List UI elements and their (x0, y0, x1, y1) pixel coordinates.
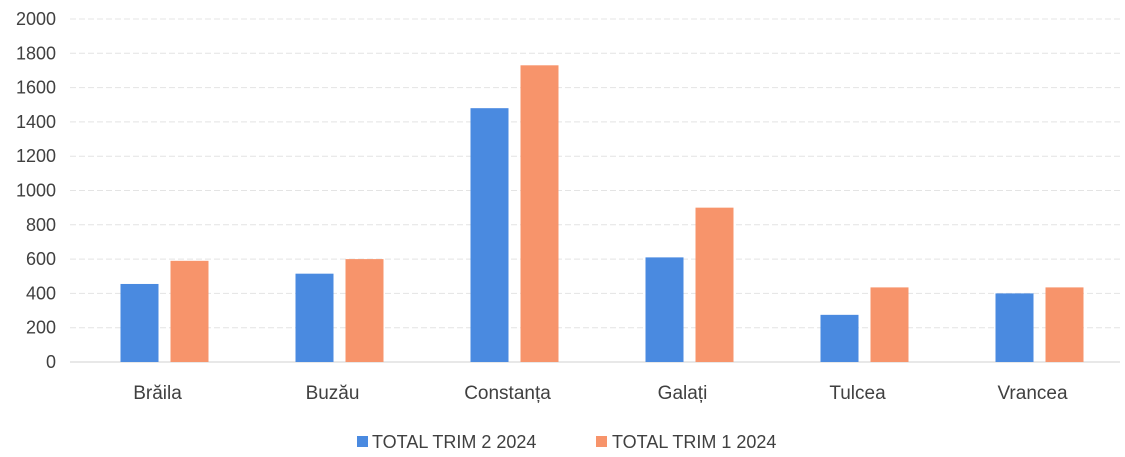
x-category-label: Tulcea (829, 383, 886, 404)
x-category-label: Brăila (133, 383, 182, 404)
bar-trim2-0 (120, 283, 159, 362)
legend: TOTAL TRIM 2 2024 TOTAL TRIM 1 2024 (357, 432, 776, 452)
legend-swatch (596, 436, 607, 447)
bar-trim2-3 (645, 257, 684, 362)
legend-label: TOTAL TRIM 2 2024 (372, 432, 536, 452)
y-axis-tick-labels: 0 200 400 600 800 1000 1200 1400 1600 1800 2000 (16, 9, 56, 372)
bar-trim2-2 (470, 108, 509, 363)
bar-trim1-4 (870, 287, 909, 362)
bar-trim2-5 (995, 293, 1034, 362)
y-tick-label: 0 (46, 352, 56, 372)
x-category-label: Buzău (306, 383, 360, 404)
y-tick-label: 800 (26, 215, 56, 235)
y-tick-label: 1400 (16, 112, 56, 132)
legend-item-trim2: TOTAL TRIM 2 2024 (357, 432, 536, 452)
legend-label: TOTAL TRIM 1 2024 (612, 432, 776, 452)
y-tick-label: 2000 (16, 9, 56, 29)
y-tick-label: 1600 (16, 78, 56, 98)
bars (120, 65, 1084, 363)
bar-trim1-3 (695, 207, 734, 362)
x-category-label: Vrancea (997, 383, 1067, 404)
x-category-label: Constanța (464, 383, 551, 404)
bar-trim1-2 (520, 65, 559, 363)
y-tick-label: 400 (26, 283, 56, 303)
x-axis-category-labels: Brăila Buzău Constanța Galați Tulcea Vrancea (133, 383, 1068, 404)
y-tick-label: 1000 (16, 181, 56, 201)
bar-trim1-5 (1045, 287, 1084, 362)
bar-trim2-1 (295, 273, 334, 362)
legend-swatch (357, 436, 368, 447)
y-tick-label: 600 (26, 249, 56, 269)
x-category-label: Galați (658, 383, 708, 404)
y-tick-label: 1800 (16, 43, 56, 63)
bar-trim1-0 (170, 260, 209, 362)
gridlines (70, 18, 1120, 363)
y-tick-label: 1200 (16, 146, 56, 166)
legend-item-trim1: TOTAL TRIM 1 2024 (596, 432, 776, 452)
y-tick-label: 200 (26, 318, 56, 338)
bar-trim1-1 (345, 259, 384, 362)
bar-trim2-4 (820, 314, 859, 362)
